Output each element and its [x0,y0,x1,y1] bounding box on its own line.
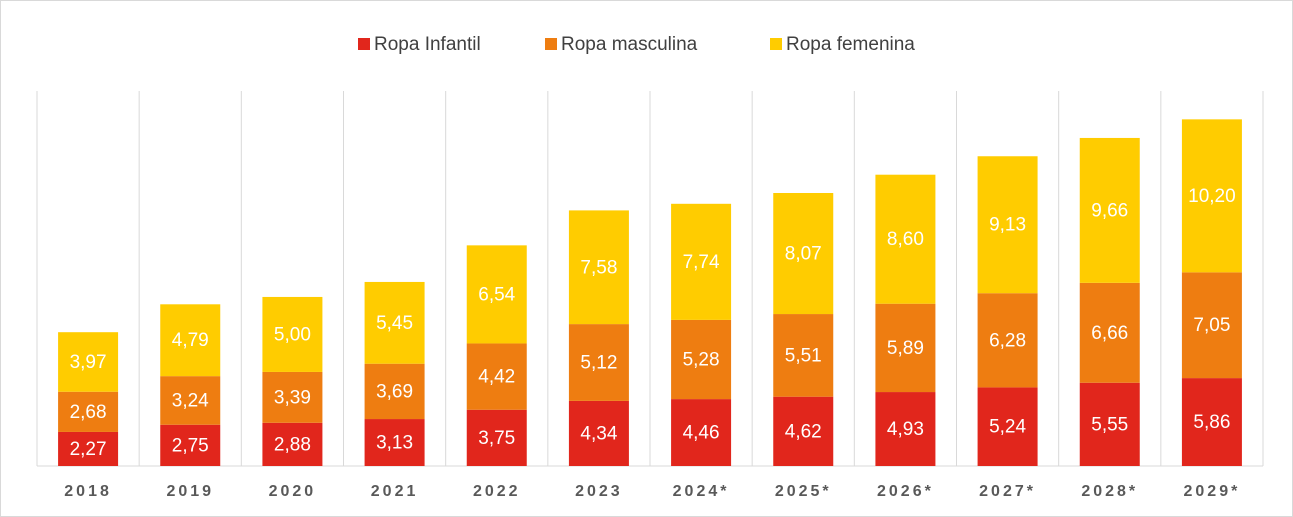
x-tick-label: 2019 [166,483,214,500]
data-label: 5,24 [989,417,1026,438]
x-tick-label: 2024* [673,483,730,500]
data-label: 7,74 [683,252,720,273]
x-tick-label: 2021 [371,483,419,500]
bar-segment [58,332,119,392]
legend-label: Ropa Infantil [374,34,481,55]
bar-segment [160,376,221,425]
x-tick-label: 2023 [575,483,623,500]
bar-segment [466,245,527,344]
bar-segment [466,343,527,410]
bar-segment [364,363,425,420]
data-label: 3,39 [274,387,311,408]
x-tick-label: 2027* [979,483,1036,500]
data-label: 4,79 [172,330,209,351]
data-label: 5,45 [376,313,413,334]
x-tick-label: 2020 [269,483,317,500]
bar-segment [568,324,629,401]
x-tick-label: 2029* [1184,483,1241,500]
data-label: 5,28 [683,350,720,371]
bar-segment [773,193,834,315]
data-label: 5,12 [580,353,617,374]
data-label: 4,34 [580,423,617,444]
bar-segment [1181,378,1242,466]
legend-swatch [545,38,557,50]
bar-segment [671,399,732,466]
bar-segment [1181,272,1242,379]
data-label: 4,93 [887,419,924,440]
data-label: 10,20 [1188,186,1236,207]
x-tick-label: 2026* [877,483,934,500]
data-label: 5,86 [1193,412,1230,433]
bar-segment [568,210,629,325]
data-label: 4,46 [683,423,720,444]
data-label: 9,13 [989,215,1026,236]
data-label: 6,66 [1091,323,1128,344]
bar-segment [1079,137,1140,283]
data-label: 3,75 [478,428,515,449]
data-label: 7,58 [580,257,617,278]
data-label: 2,68 [70,402,107,423]
bar-segment [875,303,936,393]
bar-segment [466,409,527,466]
legend-label: Ropa femenina [786,34,915,55]
legend-swatch [770,38,782,50]
data-label: 5,55 [1091,414,1128,435]
bar-segment [1181,119,1242,273]
data-label: 5,00 [274,324,311,345]
bar-segment [58,391,119,432]
bar-segment [262,296,323,372]
bar-segment [977,156,1038,294]
bar-segment [160,424,221,466]
legend-swatch [358,38,370,50]
data-label: 3,69 [376,381,413,402]
bar-segment [1079,382,1140,466]
data-label: 5,89 [887,338,924,359]
data-label: 3,97 [70,352,107,373]
bar-segment [58,431,119,466]
data-label: 4,42 [478,367,515,388]
data-label: 7,05 [1193,315,1230,336]
data-label: 2,75 [172,435,209,456]
bar-segment [262,422,323,466]
x-tick-label: 2018 [64,483,112,500]
bar-segment [262,371,323,423]
data-label: 9,66 [1091,200,1128,221]
data-label: 3,24 [172,390,209,411]
bar-segment [773,396,834,466]
bar-segment [977,387,1038,466]
data-label: 3,13 [376,433,413,454]
bar-segment [364,281,425,364]
x-tick-label: 2025* [775,483,832,500]
bar-segment [671,203,732,320]
legend-label: Ropa masculina [561,34,698,55]
data-label: 8,07 [785,244,822,265]
bar-segment [364,419,425,466]
data-label: 4,62 [785,421,822,442]
bar-segment [568,400,629,466]
data-label: 5,51 [785,345,822,366]
bar-segment [875,392,936,466]
bar-segment [773,314,834,397]
x-tick-label: 2022 [473,483,521,500]
data-label: 8,60 [887,229,924,250]
bar-segment [160,304,221,377]
data-label: 2,88 [274,434,311,455]
data-label: 6,54 [478,284,515,305]
bar-segment [875,174,936,304]
data-label: 6,28 [989,330,1026,351]
bar-segment [1079,282,1140,383]
x-tick-label: 2028* [1081,483,1138,500]
bar-segment [977,293,1038,388]
data-label: 2,27 [70,439,107,460]
bar-segment [671,319,732,400]
